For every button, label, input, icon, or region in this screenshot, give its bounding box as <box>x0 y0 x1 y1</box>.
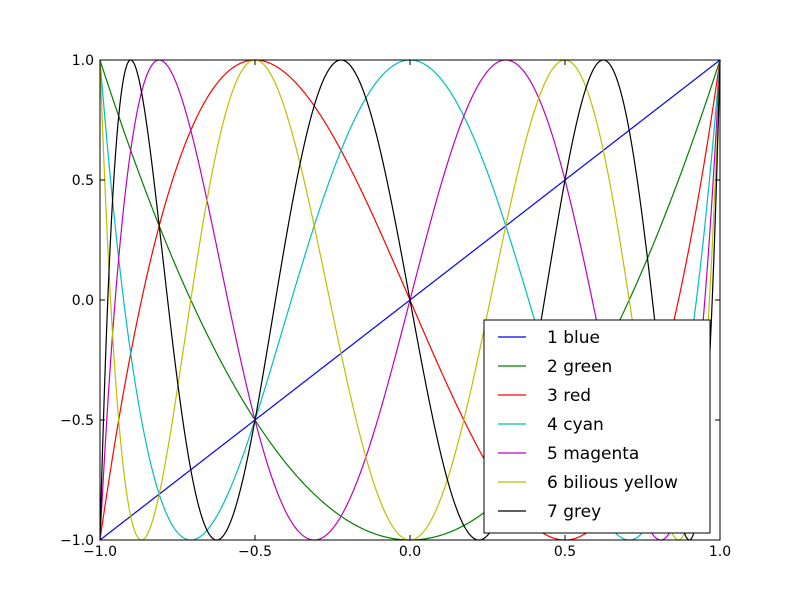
x-tick-label: −0.5 <box>238 544 272 560</box>
legend-label: 6 bilious yellow <box>547 473 678 493</box>
series-line-7 <box>99 59 721 541</box>
y-tick-label: −0.5 <box>60 413 94 429</box>
y-tick-label: 0.0 <box>72 293 94 309</box>
y-tick-label: 0.5 <box>72 173 94 189</box>
legend-label: 7 grey <box>547 502 601 522</box>
legend-label: 3 red <box>547 386 591 406</box>
legend-label: 2 green <box>547 357 612 377</box>
y-tick-label: −1.0 <box>60 533 94 549</box>
legend-label: 4 cyan <box>547 415 604 435</box>
legend-label: 5 magenta <box>547 444 639 464</box>
legend: 1 blue 2 green 3 red 4 cyan 5 magenta 6 bilio… <box>483 319 711 534</box>
x-tick-label: 0.5 <box>554 544 576 560</box>
legend-label: 1 blue <box>547 328 600 348</box>
x-tick-label: 0.0 <box>399 544 421 560</box>
legend-box <box>483 319 711 534</box>
x-tick-label: 1.0 <box>709 544 731 560</box>
x-tick-label: −1.0 <box>83 544 117 560</box>
y-tick-label: 1.0 <box>72 53 94 69</box>
ticks-layer: −1.0 −0.5 0.0 0.5 1.0 −1.0 −0.5 0.0 0.5 1.0 <box>60 53 731 560</box>
